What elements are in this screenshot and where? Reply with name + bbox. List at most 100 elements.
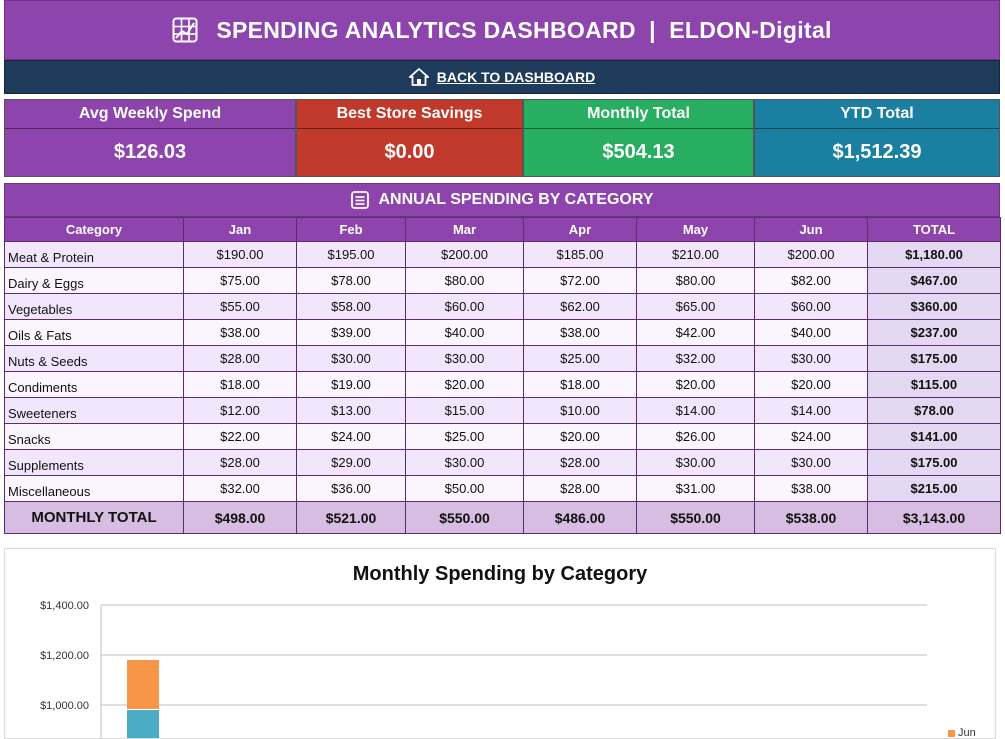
table-row: Dairy & Eggs $75.00 $78.00 $80.00 $72.00 $80.… bbox=[4, 267, 1001, 294]
table-row: Meat & Protein $190.00 $195.00 $200.00 $185.… bbox=[4, 241, 1001, 268]
amount-cell: $26.00 bbox=[636, 423, 755, 450]
table-row: Condiments $18.00 $19.00 $20.00 $18.00 $20.00… bbox=[4, 371, 1001, 398]
row-total-cell: $78.00 bbox=[867, 397, 1001, 424]
row-total-cell: $115.00 bbox=[867, 371, 1001, 398]
amount-cell: $40.00 bbox=[754, 319, 868, 346]
row-total-cell: $175.00 bbox=[867, 345, 1001, 372]
category-cell: Meat & Protein bbox=[4, 241, 184, 268]
amount-cell: $32.00 bbox=[636, 345, 755, 372]
amount-cell: $42.00 bbox=[636, 319, 755, 346]
amount-cell: $82.00 bbox=[754, 267, 868, 294]
chart-grid-icon bbox=[172, 17, 198, 43]
category-cell: Miscellaneous bbox=[4, 475, 184, 502]
amount-cell: $65.00 bbox=[636, 293, 755, 320]
amount-cell: $80.00 bbox=[636, 267, 755, 294]
amount-cell: $18.00 bbox=[523, 371, 637, 398]
amount-cell: $80.00 bbox=[405, 267, 524, 294]
table-row: Nuts & Seeds $28.00 $30.00 $30.00 $25.00 $32.… bbox=[4, 345, 1001, 372]
row-total-cell: $237.00 bbox=[867, 319, 1001, 346]
amount-cell: $62.00 bbox=[523, 293, 637, 320]
chart-svg: $1,000.00 $1,200.00 $1,400.00 bbox=[40, 600, 927, 738]
category-cell: Oils & Fats bbox=[4, 319, 184, 346]
category-cell: Vegetables bbox=[4, 293, 184, 320]
amount-cell: $20.00 bbox=[636, 371, 755, 398]
category-cell: Dairy & Eggs bbox=[4, 267, 184, 294]
y-tick-label: $1,000.00 bbox=[40, 700, 89, 712]
amount-cell: $190.00 bbox=[183, 241, 297, 268]
amount-cell: $30.00 bbox=[296, 345, 406, 372]
column-header: May bbox=[636, 217, 755, 242]
bar-segment-jun bbox=[127, 660, 159, 709]
amount-cell: $22.00 bbox=[183, 423, 297, 450]
amount-cell: $10.00 bbox=[523, 397, 637, 424]
amount-cell: $25.00 bbox=[523, 345, 637, 372]
column-header: Category bbox=[4, 217, 184, 242]
list-icon bbox=[350, 191, 369, 209]
table-row: Vegetables $55.00 $58.00 $60.00 $62.00 $65.00… bbox=[4, 293, 1001, 320]
kpi-label: Monthly Total bbox=[524, 100, 753, 129]
category-cell: Sweeteners bbox=[4, 397, 184, 424]
total-cell: $3,143.00 bbox=[867, 501, 1001, 534]
legend-label: Jun bbox=[958, 727, 976, 739]
amount-cell: $210.00 bbox=[636, 241, 755, 268]
amount-cell: $28.00 bbox=[523, 449, 637, 476]
amount-cell: $30.00 bbox=[405, 345, 524, 372]
kpi-label: Avg Weekly Spend bbox=[5, 100, 295, 129]
amount-cell: $25.00 bbox=[405, 423, 524, 450]
chart-legend: Jun bbox=[948, 727, 976, 739]
kpi-row: Avg Weekly Spend $126.03 Best Store Savi… bbox=[4, 99, 1000, 177]
amount-cell: $14.00 bbox=[754, 397, 868, 424]
row-total-cell: $360.00 bbox=[867, 293, 1001, 320]
amount-cell: $38.00 bbox=[523, 319, 637, 346]
amount-cell: $36.00 bbox=[296, 475, 406, 502]
section-title: ANNUAL SPENDING BY CATEGORY bbox=[378, 191, 654, 208]
amount-cell: $30.00 bbox=[405, 449, 524, 476]
column-header: Feb bbox=[296, 217, 406, 242]
back-to-dashboard-label: BACK TO DASHBOARD bbox=[436, 69, 596, 85]
amount-cell: $32.00 bbox=[183, 475, 297, 502]
amount-cell: $38.00 bbox=[754, 475, 868, 502]
amount-cell: $78.00 bbox=[296, 267, 406, 294]
row-total-cell: $1,180.00 bbox=[867, 241, 1001, 268]
kpi-label: Best Store Savings bbox=[297, 100, 522, 129]
legend-swatch bbox=[948, 729, 955, 737]
amount-cell: $18.00 bbox=[183, 371, 297, 398]
amount-cell: $30.00 bbox=[754, 449, 868, 476]
amount-cell: $55.00 bbox=[183, 293, 297, 320]
total-cell: $486.00 bbox=[523, 501, 637, 534]
amount-cell: $28.00 bbox=[183, 449, 297, 476]
amount-cell: $19.00 bbox=[296, 371, 406, 398]
table-row: Sweeteners $12.00 $13.00 $15.00 $10.00 $14.00… bbox=[4, 397, 1001, 424]
amount-cell: $31.00 bbox=[636, 475, 755, 502]
y-tick-label: $1,200.00 bbox=[40, 650, 89, 662]
table-row: Snacks $22.00 $24.00 $25.00 $20.00 $26.00 $24.… bbox=[4, 423, 1001, 450]
kpi-value: $504.13 bbox=[602, 141, 675, 163]
amount-cell: $200.00 bbox=[754, 241, 868, 268]
row-total-cell: $175.00 bbox=[867, 449, 1001, 476]
column-header: Apr bbox=[523, 217, 637, 242]
section-title-bar: ANNUAL SPENDING BY CATEGORY bbox=[4, 183, 1000, 217]
column-header: Jan bbox=[183, 217, 297, 242]
table-row: Supplements $28.00 $29.00 $30.00 $28.00 $30.0… bbox=[4, 449, 1001, 476]
kpi-value: $1,512.39 bbox=[832, 141, 922, 163]
amount-cell: $12.00 bbox=[183, 397, 297, 424]
kpi-label: YTD Total bbox=[755, 100, 999, 129]
kpi-avg-weekly-spend: Avg Weekly Spend $126.03 bbox=[4, 99, 296, 177]
column-header: TOTAL bbox=[867, 217, 1001, 242]
back-to-dashboard-link[interactable]: BACK TO DASHBOARD bbox=[408, 68, 596, 86]
table-row: Miscellaneous $32.00 $36.00 $50.00 $28.00 $31… bbox=[4, 475, 1001, 502]
amount-cell: $14.00 bbox=[636, 397, 755, 424]
total-cell: $550.00 bbox=[636, 501, 755, 534]
chart-panel: Monthly Spending by Category $1,000.00 $1… bbox=[4, 548, 996, 739]
amount-cell: $50.00 bbox=[405, 475, 524, 502]
table-row: Oils & Fats $38.00 $39.00 $40.00 $38.00 $42.0… bbox=[4, 319, 1001, 346]
amount-cell: $20.00 bbox=[523, 423, 637, 450]
table-header-row: Category Jan Feb Mar Apr May Jun TOTAL bbox=[4, 217, 1001, 242]
amount-cell: $39.00 bbox=[296, 319, 406, 346]
total-cell: $538.00 bbox=[754, 501, 868, 534]
spending-table: Category Jan Feb Mar Apr May Jun TOTAL Meat & P… bbox=[4, 217, 1001, 534]
amount-cell: $29.00 bbox=[296, 449, 406, 476]
amount-cell: $72.00 bbox=[523, 267, 637, 294]
row-total-cell: $141.00 bbox=[867, 423, 1001, 450]
page-title-bar: SPENDING ANALYTICS DASHBOARD | ELDON-Dig… bbox=[4, 0, 1000, 60]
